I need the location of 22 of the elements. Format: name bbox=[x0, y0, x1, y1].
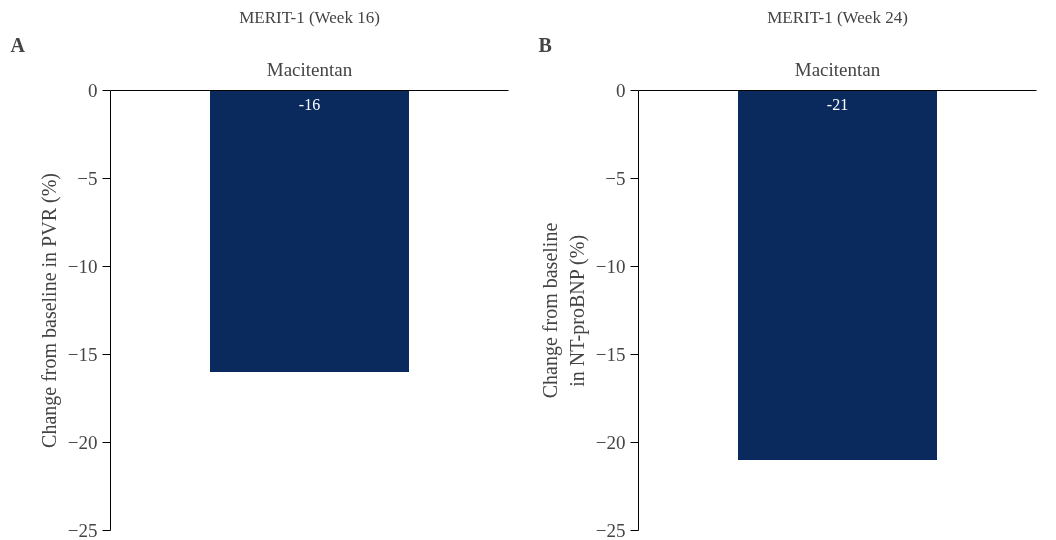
chart-title: MERIT-1 (Week 24) bbox=[767, 7, 908, 27]
text: A bbox=[10, 33, 26, 56]
y-tick-label: −5 bbox=[77, 168, 98, 189]
text: B bbox=[538, 33, 552, 56]
data-label: -16 bbox=[298, 95, 321, 113]
x-tick-label: Macitentan bbox=[266, 58, 353, 80]
y-tick-label: −25 bbox=[595, 520, 626, 540]
y-tick-label: 0 bbox=[88, 80, 98, 101]
y-axis-title: Change from baseline in PVR (%) bbox=[37, 173, 61, 448]
y-tick-label: −25 bbox=[67, 520, 98, 540]
y-tick-label: −15 bbox=[67, 344, 98, 365]
y-axis-title: Change from baseline in NT-proBNP (%) bbox=[539, 222, 589, 399]
y-tick-label: −10 bbox=[67, 256, 98, 277]
y-tick-label: −20 bbox=[595, 432, 626, 453]
y-tick-label: 0 bbox=[616, 80, 626, 101]
chart-title: MERIT-1 (Week 16) bbox=[239, 7, 380, 27]
y-tick-label: −15 bbox=[595, 344, 626, 365]
y-tick-label: −20 bbox=[67, 432, 98, 453]
data-label: -21 bbox=[826, 95, 849, 113]
x-tick-label: Macitentan bbox=[794, 58, 881, 80]
y-tick-label: −10 bbox=[595, 256, 626, 277]
y-tick-label: −5 bbox=[605, 168, 626, 189]
